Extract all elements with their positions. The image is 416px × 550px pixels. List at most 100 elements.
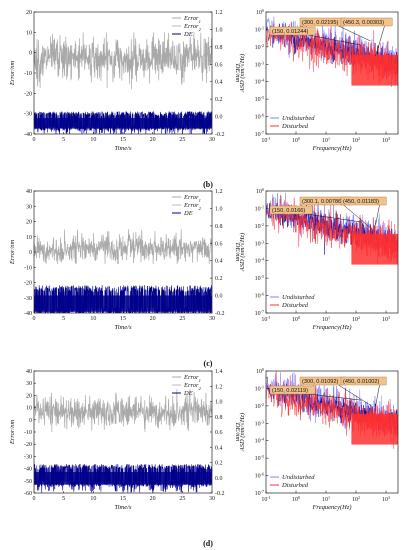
tick-exponent: -4 (261, 77, 264, 82)
plot-frame-right (265, 190, 399, 314)
legend-subscript: 2 (199, 206, 202, 211)
y-tick-label: 10-3 (255, 419, 264, 428)
legend-entry: Error2 (183, 202, 202, 211)
y-tick-label: -10 (24, 265, 32, 271)
y2-tick-label: 0.2 (215, 276, 223, 282)
tick-base: 10 (255, 97, 261, 103)
disturbed-line (266, 371, 398, 449)
tick-base: 10 (352, 138, 358, 144)
tick-base: 10 (255, 276, 261, 282)
tick-base: 10 (255, 241, 261, 247)
y-tick-label: 10-2 (255, 42, 264, 51)
y-tick-label: 10-7 (255, 130, 264, 139)
y-tick-label: -10 (24, 430, 32, 436)
y-tick-label: 10-1 (255, 204, 264, 213)
x-tick-label: 10 (90, 496, 96, 502)
tick-exponent: 3 (388, 315, 390, 320)
x-tick-label: 30 (209, 316, 215, 322)
annotation-box (340, 376, 387, 386)
tick-exponent: -6 (261, 291, 264, 296)
error-series-1 (34, 229, 212, 265)
y2-tick-label: 0.0 (215, 294, 223, 300)
tick-base: 10 (255, 206, 261, 212)
y-tick-label: 30 (26, 204, 32, 210)
tick-exponent: 1 (328, 136, 330, 141)
tick-base: 10 (382, 497, 388, 503)
annotation-box (269, 385, 316, 395)
annotation-leader (338, 25, 371, 42)
annotation-label: (450, 0.01183) (343, 199, 379, 205)
legend-subscript: 1 (199, 378, 201, 383)
y2-tick-label: 0.6 (215, 241, 223, 247)
annotation-leader (343, 204, 371, 228)
y-tick-label: 20 (26, 220, 32, 226)
y2-tick-label: 1.4 (215, 369, 223, 375)
y-tick-label: 10-2 (255, 401, 264, 410)
y2-tick-label: -0.2 (215, 132, 225, 138)
x-tick-label: 15 (120, 137, 126, 143)
tick-exponent: -2 (261, 401, 264, 406)
y2-tick-label: 1.0 (215, 27, 223, 33)
y-tick-label: 100 (256, 367, 264, 376)
tick-exponent: -1 (267, 315, 270, 320)
y-tick-label: 10-2 (255, 221, 264, 230)
error-line-1 (34, 32, 212, 90)
y2-tick-label: 1.2 (215, 10, 223, 16)
tick-base: 10 (255, 294, 261, 300)
y-tick-label: 10-3 (255, 239, 264, 248)
tick-base: 10 (256, 10, 262, 16)
legend-entry: Undisturbed (282, 474, 315, 481)
y2-tick-label: -0.2 (215, 491, 225, 497)
de-series-0 (34, 110, 212, 134)
tick-exponent: -7 (261, 309, 264, 314)
tick-base: 10 (292, 497, 298, 503)
annotation-label: (300, 0.01092) (302, 379, 339, 385)
tick-base: 10 (255, 439, 261, 445)
x-tick-label: 5 (62, 316, 65, 322)
x-tick-label: 25 (179, 496, 185, 502)
y-axis-label: Error/nm (9, 240, 16, 266)
tick-base: 10 (255, 224, 261, 230)
legend-entry: Error1 (183, 194, 201, 203)
x-tick-label: 101 (322, 315, 330, 324)
tick-base: 10 (255, 259, 261, 265)
x-tick-label: 10-1 (261, 495, 270, 504)
tick-base: 10 (352, 317, 358, 323)
y-tick-label: 40 (26, 189, 32, 195)
annotation-label: (150, 0.01244) (272, 29, 309, 35)
y-tick-label: 10-5 (255, 95, 264, 104)
tick-exponent: -5 (261, 454, 264, 459)
y-tick-label: -10 (24, 71, 32, 77)
annotation-label: (300, 0.02195) (302, 20, 339, 26)
y2-tick-label: 1.0 (215, 206, 223, 212)
x-tick-label: 10-1 (261, 315, 270, 324)
tick-exponent: 0 (262, 367, 264, 372)
y-tick-label: -60 (24, 491, 32, 497)
legend-text: DE (183, 210, 193, 217)
x-axis-label: Time/s (115, 504, 132, 511)
x-tick-label: 101 (322, 136, 330, 145)
x-tick-label: 103 (382, 315, 390, 324)
error-line-1 (34, 229, 212, 265)
tick-exponent: -3 (261, 419, 264, 424)
annotation-leader (375, 204, 380, 225)
y-tick-label: 20 (26, 10, 32, 16)
legend-entry: Disturbed (281, 302, 309, 309)
y2-tick-label: 0.0 (215, 476, 223, 482)
legend-entry: Error2 (183, 23, 202, 32)
tick-base: 10 (255, 421, 261, 427)
annotation-box (340, 196, 387, 206)
legend-text: Error (183, 23, 199, 30)
plot-frame-right (265, 11, 399, 135)
row-label: (d) (203, 539, 213, 548)
legend-entry: Error2 (183, 382, 202, 391)
y2-axis-label: DE/nm (234, 422, 241, 442)
x-axis-label: Time/s (115, 324, 132, 331)
y-tick-label: -50 (24, 479, 32, 485)
y-tick-label: 10-4 (255, 256, 264, 265)
tick-base: 10 (322, 317, 328, 323)
tick-exponent: 1 (328, 495, 330, 500)
legend-entry: Disturbed (281, 482, 309, 489)
legend-text: Error (183, 382, 199, 389)
